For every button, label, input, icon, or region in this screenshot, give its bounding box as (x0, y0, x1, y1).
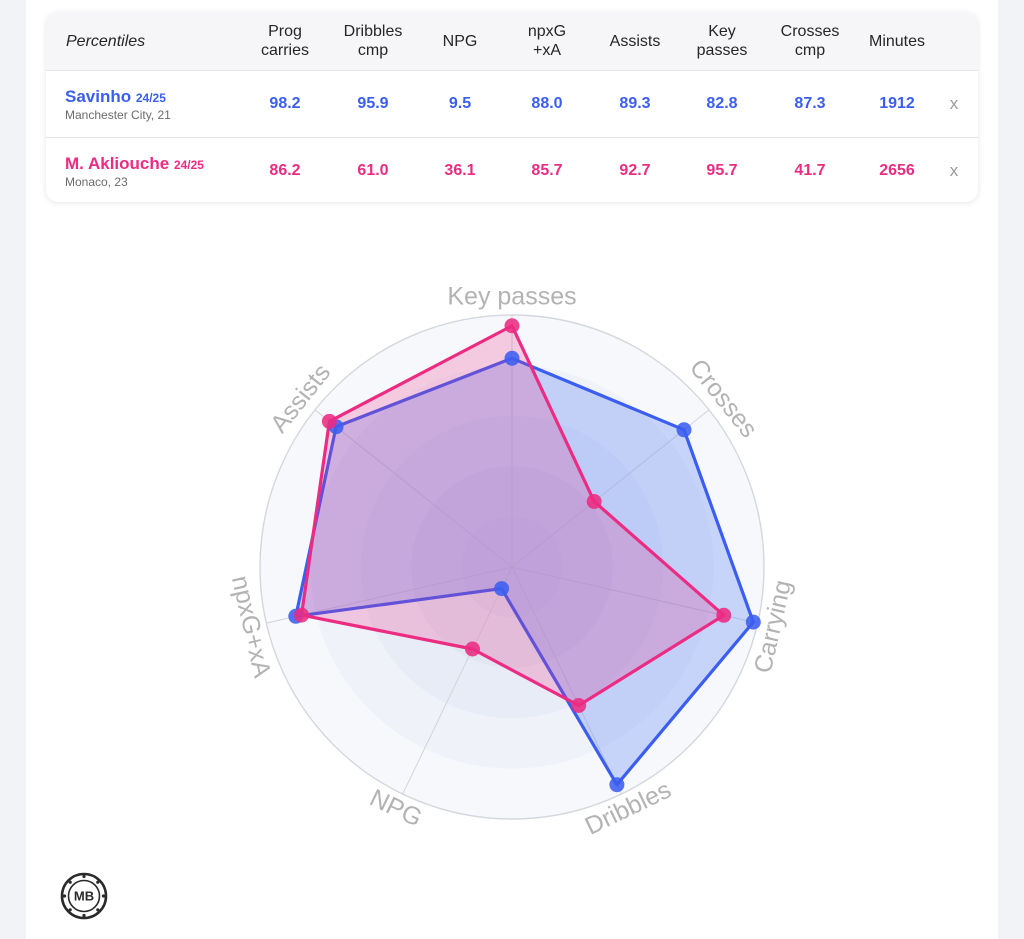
radar-point-series-2 (504, 318, 520, 334)
radar-spoke (314, 409, 513, 568)
radar-spoke (511, 409, 710, 568)
table-row-savinho: Savinho 24/25 Manchester City, 21 98.2 9… (46, 71, 978, 138)
mb-logo-icon: MB (60, 872, 108, 920)
value-assists: 92.7 (619, 162, 651, 179)
value-npxg-xa: 85.7 (531, 162, 563, 179)
player-name-text: Savinho (65, 87, 132, 106)
value-key-passes: 95.7 (706, 162, 738, 179)
value-prog-carries: 86.2 (269, 162, 301, 179)
header-npxg-line1: npxG (527, 23, 567, 40)
logo-dot (96, 908, 100, 912)
header-prog-carries: Prog carries (243, 12, 327, 70)
header-crosses-line2: cmp (794, 42, 826, 59)
header-key-passes: Key passes (680, 12, 764, 70)
radar-point-series-2 (586, 494, 602, 509)
player-subtitle: Monaco, 23 (65, 175, 128, 189)
header-key-passes-line2: passes (696, 42, 748, 59)
logo-outer-ring (60, 872, 108, 920)
player-season: 24/25 (173, 158, 204, 172)
logo-dot (82, 913, 86, 918)
header-prog-carries-line1: Prog (268, 23, 302, 40)
table-row-akliouche: M. Akliouche 24/25 Monaco, 23 86.2 61.0 … (46, 138, 978, 202)
value-key-passes: 82.8 (706, 95, 738, 112)
radar-point-series-2 (465, 641, 480, 657)
radar-point-series-1 (504, 350, 520, 366)
radar-point-series-1 (745, 614, 761, 630)
value-crosses: 87.3 (794, 95, 826, 112)
comparison-table: Percentiles Prog carries Dribbles cmp NPG … (46, 12, 978, 202)
header-prog-carries-line2: carries (260, 42, 309, 59)
radar-point-series-1 (494, 581, 510, 597)
player-name-text: M. Akliouche (65, 154, 170, 173)
remove-player-button[interactable]: x (949, 94, 959, 113)
header-dribbles-line2: cmp (357, 42, 389, 59)
player-name-akliouche[interactable]: M. Akliouche 24/25 (65, 154, 204, 174)
header-dribbles-cmp: Dribbles cmp (331, 12, 415, 70)
value-npg: 36.1 (444, 162, 476, 179)
header-assists-label: Assists (609, 32, 661, 50)
radar-spoke (402, 566, 513, 795)
value-prog-carries: 98.2 (269, 95, 301, 112)
player-subtitle: Manchester City, 21 (65, 108, 171, 122)
header-dribbles-line1: Dribbles (343, 23, 403, 40)
header-crosses-line1: Crosses (780, 23, 840, 40)
radar-point-series-2 (321, 413, 337, 429)
value-dribbles: 95.9 (357, 95, 389, 112)
value-crosses: 41.7 (794, 162, 826, 179)
header-npg: NPG (418, 12, 502, 70)
header-assists: Assists (593, 12, 677, 70)
header-npg-label: NPG (442, 32, 478, 50)
player-season: 24/25 (135, 91, 166, 105)
logo-dot (96, 880, 100, 884)
value-dribbles: 61.0 (357, 162, 389, 179)
logo-dot (68, 908, 72, 912)
header-minutes-label: Minutes (868, 32, 926, 50)
radar-series-1-area (294, 356, 755, 787)
radar-series-2-area (299, 324, 726, 708)
value-minutes: 1912 (879, 95, 915, 112)
player-name-savinho[interactable]: Savinho 24/25 (65, 87, 166, 107)
remove-player-button[interactable]: x (949, 161, 959, 180)
radar-point-series-1 (676, 422, 692, 438)
header-percentiles: Percentiles (66, 32, 146, 50)
header-npxg-xa: npxG +xA (505, 12, 589, 70)
radar-point-series-1 (609, 777, 625, 793)
logo-dot (68, 880, 72, 884)
header-npxg-line2: +xA (532, 42, 561, 59)
logo-dot (62, 894, 67, 898)
header-minutes: Minutes (855, 12, 939, 70)
header-key-passes-line1: Key (708, 23, 736, 40)
logo-text: MB (74, 889, 94, 904)
value-npxg-xa: 88.0 (531, 95, 563, 112)
logo-dot (82, 874, 86, 879)
value-minutes: 2656 (879, 162, 915, 179)
radar-point-series-2 (716, 607, 732, 623)
logo-dot (101, 894, 106, 898)
radar-spoke (511, 566, 622, 795)
radar-axis-label: Key passes (447, 283, 576, 311)
logo-inner-ring (67, 879, 101, 913)
header-crosses-cmp: Crosses cmp (768, 12, 852, 70)
table-header: Percentiles Prog carries Dribbles cmp NPG … (46, 12, 978, 71)
value-npg: 9.5 (448, 95, 472, 112)
radar-point-series-2 (294, 607, 309, 623)
value-assists: 89.3 (619, 95, 651, 112)
radar-point-series-2 (571, 698, 587, 713)
